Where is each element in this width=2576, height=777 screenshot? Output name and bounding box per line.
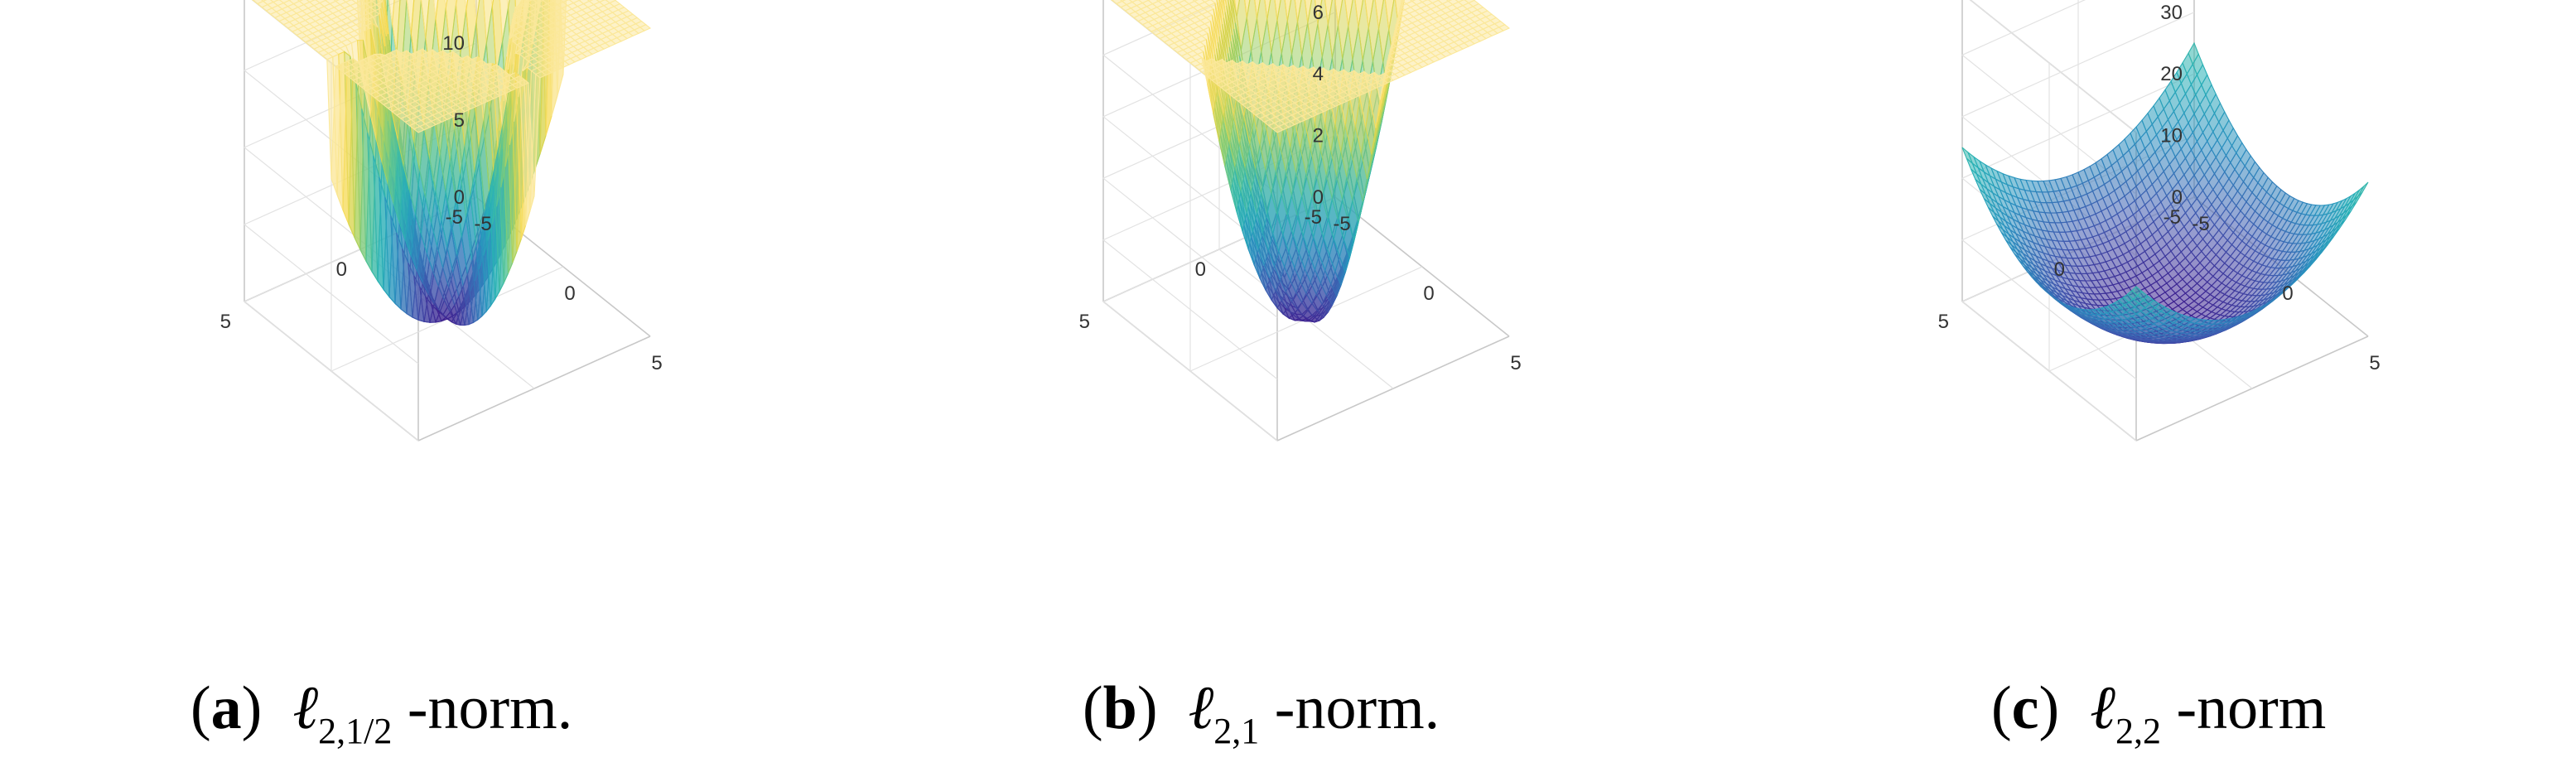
caption-a-prefix: ( [191,674,211,742]
z-tick-label: 2 [1313,125,1324,147]
caption-b-close: ) [1137,674,1158,742]
caption-a-sub: 2,1/2 [318,711,392,751]
surface-plot-c: 01020304050-505-505 [1718,0,2576,663]
y-tick-label: 0 [2054,258,2065,281]
surface-mesh [1962,43,2368,344]
caption-a-close: ) [242,674,263,742]
z-tick-label: 30 [2160,2,2183,24]
x-tick-label: 5 [1510,352,1521,374]
caption-a-suffix: -norm. [392,674,572,742]
caption-b-ell: ℓ [1188,674,1213,742]
z-tick-label: 5 [454,109,465,132]
z-tick-label: 0 [1313,186,1324,209]
x-tick-label: 0 [564,282,575,305]
z-tick-label: 6 [1313,2,1324,24]
caption-b: (b) ℓ2,1 -norm. [1083,663,1440,754]
caption-c: (c) ℓ2,2 -norm [1991,663,2326,754]
z-tick-label: 4 [1313,63,1324,85]
z-tick-label: 20 [2160,63,2183,85]
x-tick-label: -5 [474,213,491,235]
caption-b-letter: b [1103,674,1137,742]
y-tick-label: 5 [1079,311,1090,333]
z-tick-label: 0 [454,186,465,209]
z-tick-label: 0 [2172,186,2183,209]
caption-a: (a) ℓ2,1/2 -norm. [191,663,572,754]
panel-a: 05101520-505-505 (a) ℓ2,1/2 -norm. [0,0,858,771]
panel-b: 0246810-505-505 (b) ℓ2,1 -norm. [859,0,1717,771]
y-tick-label: 5 [220,311,231,333]
x-tick-label: 5 [2369,352,2380,374]
y-tick-label: 0 [1195,258,1206,281]
y-tick-label: 5 [1938,311,1949,333]
x-tick-label: 5 [651,352,662,374]
z-tick-label: 10 [442,32,465,55]
x-tick-label: 0 [2282,282,2293,305]
caption-b-sub: 2,1 [1213,711,1259,751]
z-tick-label: 10 [2160,125,2183,147]
caption-b-suffix: -norm. [1259,674,1440,742]
caption-c-prefix: ( [1991,674,2012,742]
surface-plot-b: 0246810-505-505 [859,0,1717,663]
caption-c-ell: ℓ [2090,674,2115,742]
y-tick-label: -5 [1305,206,1322,229]
y-tick-label: -5 [2164,206,2181,229]
surface-plot-a: 05101520-505-505 [0,0,858,663]
caption-c-letter: c [2012,674,2039,742]
caption-b-prefix: ( [1083,674,1103,742]
y-tick-label: 0 [336,258,347,281]
caption-a-letter: a [211,674,242,742]
y-tick-label: -5 [446,206,463,229]
caption-c-suffix: -norm [2161,674,2326,742]
x-tick-label: -5 [2192,213,2209,235]
x-tick-label: 0 [1423,282,1434,305]
panel-c: 01020304050-505-505 (c) ℓ2,2 -norm [1718,0,2576,771]
caption-c-close: ) [2039,674,2060,742]
caption-c-sub: 2,2 [2115,711,2161,751]
x-tick-label: -5 [1333,213,1350,235]
caption-a-ell: ℓ [292,674,318,742]
